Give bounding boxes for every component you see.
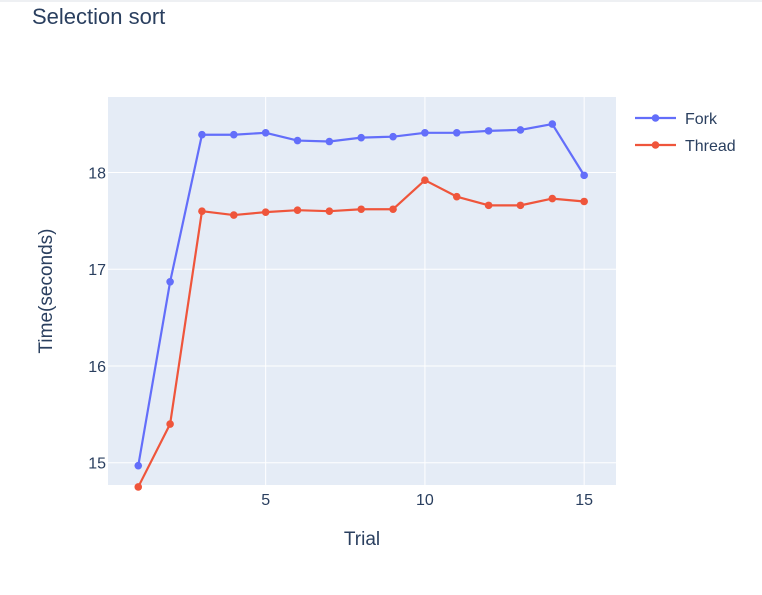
legend-label: Thread bbox=[685, 138, 736, 155]
legend-swatch-marker bbox=[651, 114, 660, 122]
y-tick-label: 18 bbox=[88, 165, 106, 182]
data-point[interactable] bbox=[261, 208, 270, 216]
y-tick-label: 17 bbox=[88, 262, 106, 279]
legend-item-thread[interactable]: Thread bbox=[635, 138, 736, 155]
data-point[interactable] bbox=[230, 130, 238, 139]
data-point[interactable] bbox=[134, 483, 143, 491]
data-point[interactable] bbox=[325, 137, 334, 146]
y-tick-label: 15 bbox=[88, 456, 106, 473]
legend[interactable]: Fork Thread bbox=[635, 111, 736, 155]
y-axis-title: Time(seconds) bbox=[36, 229, 57, 354]
data-point[interactable] bbox=[452, 192, 461, 201]
data-point[interactable] bbox=[357, 205, 366, 214]
data-point[interactable] bbox=[452, 129, 461, 137]
data-point[interactable] bbox=[293, 206, 302, 215]
data-point[interactable] bbox=[166, 278, 174, 286]
legend-item-fork[interactable]: Fork bbox=[635, 111, 718, 128]
data-point[interactable] bbox=[516, 126, 525, 134]
series-fork bbox=[134, 120, 588, 470]
data-point[interactable] bbox=[134, 461, 143, 470]
data-point[interactable] bbox=[516, 201, 525, 210]
data-point[interactable] bbox=[166, 420, 174, 428]
data-point[interactable] bbox=[484, 127, 493, 135]
x-tick-label: 10 bbox=[416, 492, 434, 509]
series-layer bbox=[134, 120, 588, 491]
data-point[interactable] bbox=[580, 197, 588, 206]
data-point[interactable] bbox=[198, 207, 206, 215]
plot-area bbox=[108, 97, 616, 485]
top-border bbox=[0, 0, 762, 2]
data-point[interactable] bbox=[325, 207, 334, 215]
data-point[interactable] bbox=[548, 194, 557, 203]
y-tick-label: 16 bbox=[88, 359, 106, 376]
data-point[interactable] bbox=[484, 201, 493, 210]
data-point[interactable] bbox=[198, 130, 206, 139]
series-thread bbox=[134, 176, 588, 491]
x-axis-title: Trial bbox=[344, 529, 380, 550]
data-point[interactable] bbox=[421, 176, 429, 185]
data-point[interactable] bbox=[548, 120, 557, 128]
chart-title: Selection sort bbox=[32, 4, 166, 29]
data-point[interactable] bbox=[389, 132, 397, 141]
data-point[interactable] bbox=[389, 205, 397, 214]
x-tick-label: 15 bbox=[575, 492, 593, 509]
legend-label: Fork bbox=[685, 111, 718, 128]
tick-labels: 15 16 17 18 5 10 15 bbox=[88, 165, 593, 509]
legend-swatch-marker bbox=[651, 141, 660, 149]
x-tick-label: 5 bbox=[261, 492, 270, 509]
data-point[interactable] bbox=[580, 171, 588, 180]
data-point[interactable] bbox=[230, 211, 238, 219]
data-point[interactable] bbox=[261, 129, 270, 137]
data-point[interactable] bbox=[293, 136, 302, 145]
data-point[interactable] bbox=[421, 129, 429, 137]
data-point[interactable] bbox=[357, 133, 366, 142]
